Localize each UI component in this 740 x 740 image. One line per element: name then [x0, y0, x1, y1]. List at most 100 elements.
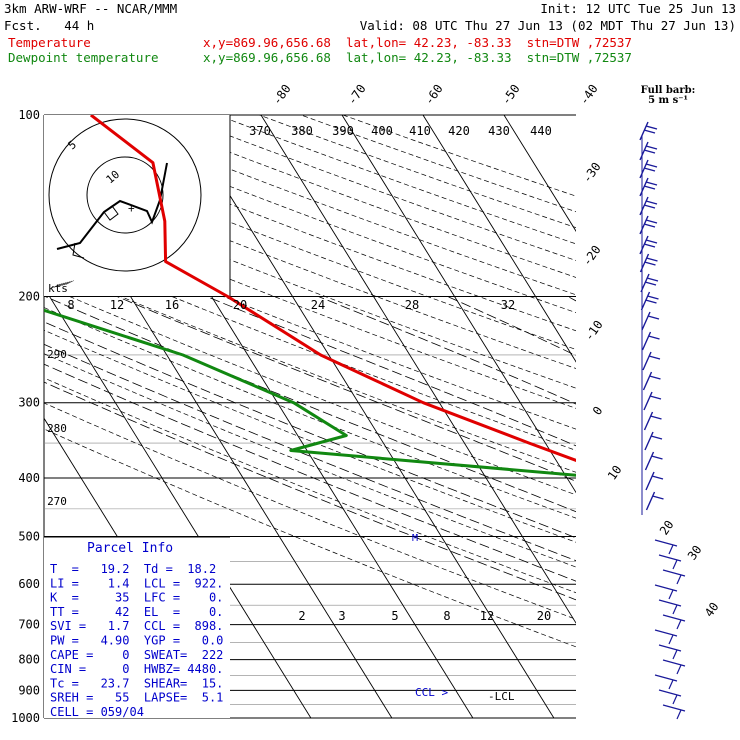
- mixing-ratio-label: 12: [480, 609, 494, 623]
- wind-barb-feather: [643, 243, 656, 248]
- storm-motion-marker: [103, 205, 119, 221]
- hodograph-tail: [72, 242, 85, 259]
- theta-label: 370: [249, 124, 271, 138]
- wind-barb-feather: [649, 395, 662, 400]
- parcel-row: SVI = 1.7 CCL = 898.: [50, 619, 223, 633]
- moist-adiabat: [45, 296, 576, 513]
- parcel-row: PW = 4.90 YGP = 0.0: [50, 634, 223, 648]
- wind-barbs: [639, 121, 686, 720]
- isotherm-label: 30: [685, 543, 705, 563]
- tick: [55, 282, 65, 288]
- pressure-label: 800: [18, 653, 40, 667]
- parcel-row: CIN = 0 HWBZ= 4480.: [50, 662, 223, 676]
- dry-adiabat: [44, 285, 576, 496]
- wind-barb-feather: [668, 589, 674, 600]
- speed-axis-label: 16: [165, 298, 179, 312]
- isotherm-label: -70: [345, 82, 369, 108]
- wind-barb-feather: [648, 355, 661, 360]
- wind-barb: [658, 644, 682, 652]
- hodograph-ring: [86, 156, 164, 234]
- wind-barb-feather: [651, 475, 664, 480]
- wind-barb-feather: [645, 181, 658, 186]
- wind-barb-feather: [676, 574, 682, 585]
- wind-barb-feather: [645, 219, 658, 224]
- moist-adiabats: [44, 296, 576, 601]
- theta-e-label: 290: [47, 348, 67, 361]
- wind-barb: [644, 451, 655, 471]
- moist-adiabat: [44, 381, 576, 601]
- tick: [53, 283, 63, 288]
- theta-label: 430: [488, 124, 510, 138]
- wind-barb-feather: [651, 455, 663, 460]
- pressure-label: 900: [18, 683, 40, 697]
- wind-barb: [644, 431, 654, 451]
- wind-barb: [639, 235, 649, 255]
- dry-adiabat: [44, 307, 576, 519]
- wind-barb-feather: [645, 125, 658, 130]
- dry-adiabat: [44, 184, 576, 389]
- isotherm-label: -10: [582, 318, 606, 344]
- full-barb-value: 5 m s⁻¹: [648, 95, 688, 106]
- forecast-hour: Fcst. 44 h: [4, 18, 95, 33]
- isotherm: [422, 115, 576, 363]
- wind-barb: [641, 331, 652, 351]
- tick: [57, 282, 67, 287]
- wind-barb: [639, 121, 649, 141]
- isotherm-label: -80: [270, 82, 294, 108]
- isotherm-label: -50: [499, 82, 523, 108]
- wind-barb: [662, 704, 686, 712]
- parcel-row: TT = 42 EL = 0.: [50, 605, 223, 619]
- dewpoint-profile: [44, 308, 576, 477]
- temperature-profile: [89, 115, 576, 462]
- wind-barb-feather: [644, 281, 657, 286]
- wind-barb: [639, 196, 649, 216]
- dewpoint-label: Dewpoint temperature: [8, 50, 159, 65]
- wind-barb-feather: [652, 495, 664, 500]
- parcel-row: LI = 1.4 LCL = 922.: [50, 576, 223, 590]
- wind-barb-feather: [643, 149, 656, 154]
- temperature-location: x,y=869.96,656.68 lat,lon= 42.23, -83.33…: [203, 35, 632, 50]
- mixing-ratio-label: 3: [338, 609, 345, 623]
- parcel-title: Parcel Info: [87, 541, 173, 556]
- isotherm: [503, 115, 576, 232]
- dry-adiabat: [342, 115, 576, 197]
- moist-adiabat: [206, 296, 576, 447]
- speed-axis-label: 20: [233, 298, 247, 312]
- wind-barb: [639, 159, 649, 179]
- model-title: 3km ARW-WRF -- NCAR/MMM: [4, 1, 178, 16]
- wind-barb-feather: [643, 167, 656, 172]
- wind-barb: [643, 411, 654, 431]
- wind-barb: [658, 599, 682, 607]
- theta-label: 380: [291, 124, 313, 138]
- isotherm-label: -60: [422, 82, 446, 108]
- init-time: Init: 12 UTC Tue 25 Jun 13: [540, 1, 736, 16]
- wind-barb: [639, 141, 649, 161]
- wind-barb-feather: [676, 709, 682, 720]
- pressure-label: 1000: [11, 711, 40, 725]
- wind-barb: [654, 539, 678, 547]
- wind-barb: [654, 674, 678, 682]
- parcel-row: Tc = 23.7 SHEAR= 15.: [50, 676, 223, 690]
- wind-barb-feather: [668, 544, 674, 555]
- hodograph-ring: [48, 118, 202, 272]
- wind-barb: [658, 689, 682, 697]
- parcel-row: T = 19.2 Td = 18.2: [50, 562, 216, 576]
- isotherm-label: -40: [577, 82, 601, 108]
- dry-adiabat: [44, 165, 576, 369]
- wind-barb: [643, 391, 653, 411]
- pressure-label: 600: [18, 577, 40, 591]
- pressure-label: 100: [18, 108, 40, 122]
- isotherm: [260, 115, 576, 624]
- wind-barb-feather: [650, 415, 662, 420]
- moist-adiabat: [44, 363, 576, 582]
- ccl-marker: CCL >: [415, 686, 448, 699]
- full-barb-label: Full barb:: [641, 85, 696, 96]
- speed-axis-label: 8: [67, 298, 74, 312]
- tick: [59, 281, 69, 287]
- parcel-row: K = 35 LFC = 0.: [50, 591, 223, 605]
- tick: [61, 281, 71, 286]
- dry-adiabat: [44, 428, 576, 648]
- wind-barb-feather: [647, 295, 659, 300]
- moist-adiabat: [447, 296, 576, 357]
- isotherm: [44, 286, 312, 718]
